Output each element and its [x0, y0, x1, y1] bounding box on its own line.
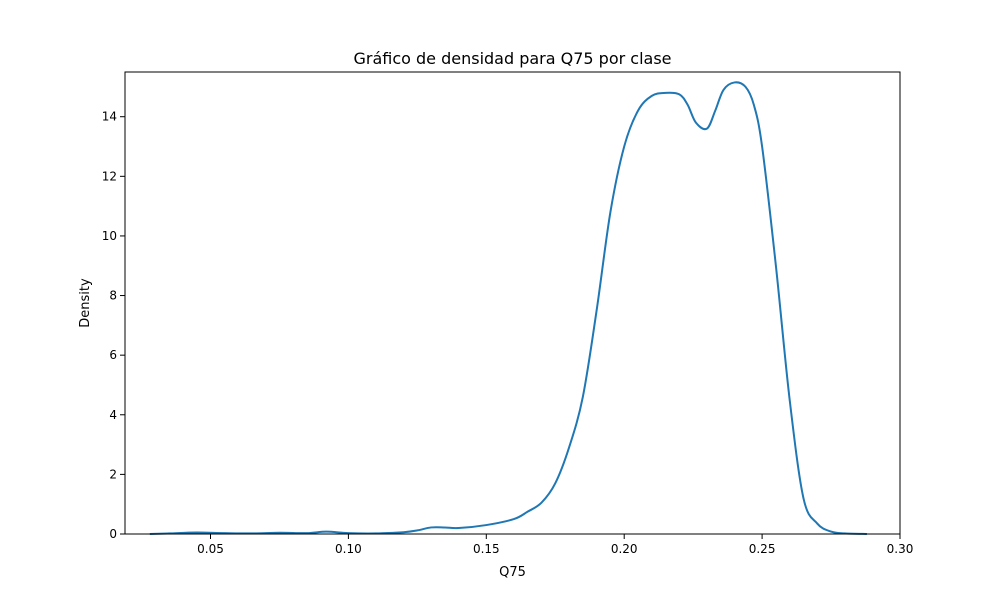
y-tick-label: 10: [102, 229, 117, 243]
x-tick-label: 0.15: [473, 542, 500, 556]
x-axis-ticks: 0.05 0.10 0.15 0.20 0.25 0.30: [197, 534, 913, 556]
y-axis-label: Density: [78, 278, 93, 328]
density-curve: [149, 81, 867, 535]
y-tick-label: 12: [102, 169, 117, 183]
y-tick-label: 8: [109, 289, 117, 303]
y-tick-label: 14: [102, 110, 117, 124]
y-tick-label: 0: [109, 527, 117, 541]
y-tick-label: 6: [109, 348, 117, 362]
y-axis-ticks: 0 2 4 6 8 10 12 14: [102, 110, 125, 541]
plot-area-frame: [124, 71, 901, 535]
chart-title: Gráfico de densidad para Q75 por clase: [353, 49, 671, 68]
x-tick-label: 0.25: [749, 542, 776, 556]
x-tick-label: 0.30: [887, 542, 914, 556]
y-tick-label: 4: [109, 408, 117, 422]
x-tick-label: 0.20: [611, 542, 638, 556]
x-tick-label: 0.10: [335, 542, 362, 556]
y-tick-label: 2: [109, 467, 117, 481]
x-tick-label: 0.05: [197, 542, 224, 556]
x-axis-label: Q75: [499, 565, 526, 580]
